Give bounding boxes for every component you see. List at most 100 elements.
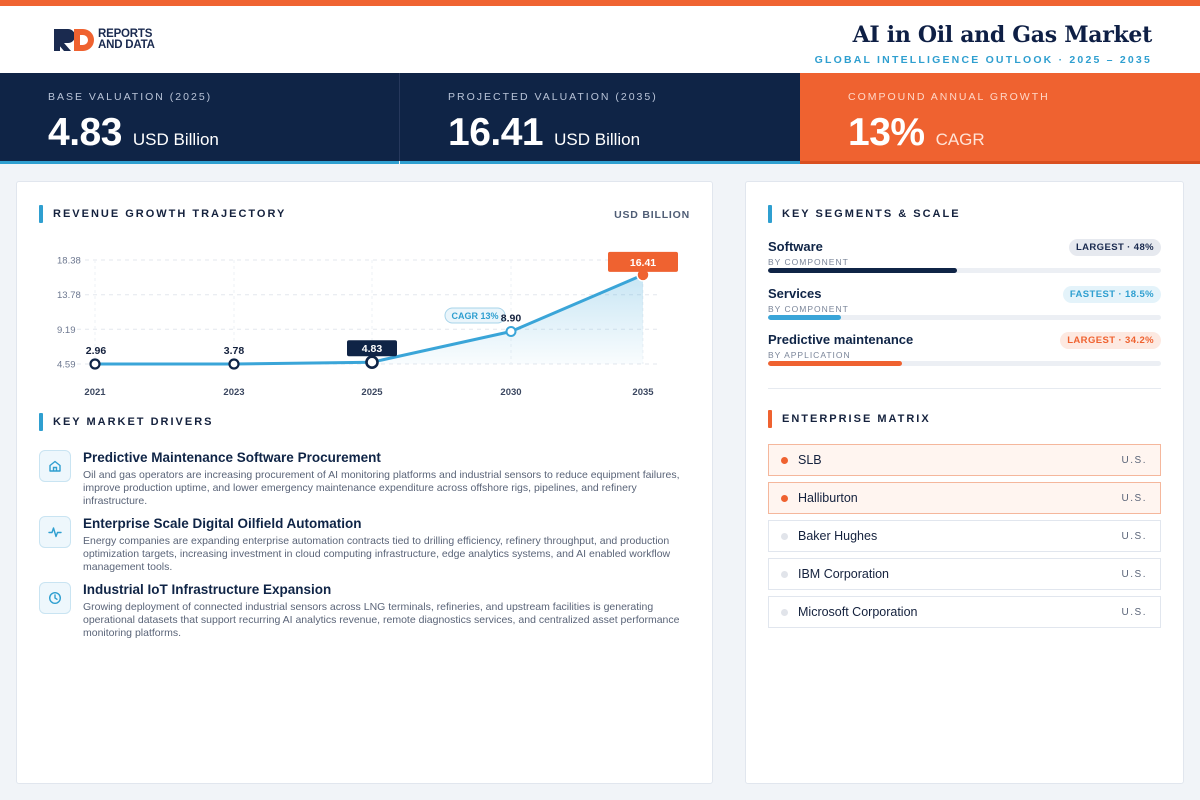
data-label-box — [347, 340, 397, 357]
pulse-icon — [39, 516, 71, 548]
revenue-section-header: REVENUE GROWTH TRAJECTORY — [39, 205, 286, 223]
section-accent — [768, 205, 772, 223]
segment-bar-track — [768, 361, 1161, 366]
status-dot — [781, 571, 788, 578]
segment-bar-fill — [768, 361, 903, 366]
enterprise-section-title: ENTERPRISE MATRIX — [782, 413, 931, 425]
kpi-projected-valuation: PROJECTED VALUATION (2035) 16.41 USD Bil… — [400, 73, 800, 164]
rd-logo-icon — [54, 28, 96, 52]
y-tick-label: 4.59 — [57, 360, 76, 371]
enterprise-country: U.S. — [1121, 607, 1147, 618]
right-panel: KEY SEGMENTS & SCALE Software BY COMPONE… — [745, 181, 1184, 784]
enterprise-row[interactable]: Halliburton U.S. — [768, 482, 1161, 514]
cagr-annotation-pill — [444, 307, 506, 324]
cagr-annotation-text: CAGR 13% — [451, 311, 498, 321]
enterprise-country: U.S. — [1121, 455, 1147, 466]
kpi-value: 13% — [848, 111, 925, 154]
brand-line-2: AND DATA — [98, 39, 155, 51]
data-point — [365, 355, 379, 369]
brand-logo: REPORTS AND DATA — [54, 28, 155, 52]
enterprise-row[interactable]: IBM Corporation U.S. — [768, 558, 1161, 590]
x-tick-label: 2035 — [632, 387, 654, 398]
kpi-label: PROJECTED VALUATION (2035) — [448, 91, 658, 103]
segment-badge: LARGEST · 34.2% — [1060, 332, 1161, 349]
driver-title: Predictive Maintenance Software Procurem… — [83, 450, 381, 465]
page-subtitle: GLOBAL INTELLIGENCE OUTLOOK · 2025 – 203… — [814, 54, 1152, 66]
segment-category: BY APPLICATION — [768, 350, 851, 360]
segment-badge: FASTEST · 18.5% — [1062, 286, 1161, 303]
segment-bar-fill — [768, 315, 841, 320]
enterprise-row[interactable]: Microsoft Corporation U.S. — [768, 596, 1161, 628]
kpi-strip: BASE VALUATION (2025) 4.83 USD Billion P… — [0, 73, 1200, 164]
left-panel: REVENUE GROWTH TRAJECTORY USD BILLION 4.… — [16, 181, 713, 784]
segment-category: BY COMPONENT — [768, 257, 849, 267]
data-label-box — [608, 251, 678, 272]
data-label: 8.90 — [501, 312, 522, 324]
section-accent — [39, 413, 43, 431]
data-point — [89, 358, 101, 370]
driver-description: Oil and gas operators are increasing pro… — [83, 469, 680, 507]
status-dot — [781, 609, 788, 616]
x-tick-label: 2030 — [500, 387, 521, 398]
enterprise-country: U.S. — [1121, 493, 1147, 504]
enterprise-row[interactable]: SLB U.S. — [768, 444, 1161, 476]
top-accent-bar — [0, 0, 1200, 6]
kpi-cagr: COMPOUND ANNUAL GROWTH 13% CAGR — [800, 73, 1200, 164]
page-title: AI in Oil and Gas Market — [852, 22, 1153, 48]
kpi-unit: USD Billion — [132, 130, 219, 149]
enterprise-name: IBM Corporation — [798, 567, 890, 581]
kpi-label: BASE VALUATION (2025) — [48, 91, 213, 103]
driver-title: Enterprise Scale Digital Oilfield Automa… — [83, 516, 362, 531]
header: REPORTS AND DATA AI in Oil and Gas Marke… — [0, 6, 1200, 73]
segment-name: Services — [768, 286, 822, 301]
data-label: 16.41 — [630, 257, 656, 269]
segments-section-title: KEY SEGMENTS & SCALE — [782, 208, 961, 220]
kpi-value: 4.83 — [48, 111, 122, 154]
data-label: 2.96 — [86, 345, 107, 357]
status-dot — [781, 495, 788, 502]
segments-section-header: KEY SEGMENTS & SCALE — [768, 205, 961, 223]
driver-title: Industrial IoT Infrastructure Expansion — [83, 582, 332, 597]
kpi-unit: USD Billion — [554, 130, 641, 149]
segment-name: Software — [768, 239, 823, 254]
clock-icon — [39, 582, 71, 614]
enterprise-name: Halliburton — [798, 491, 858, 505]
section-divider — [768, 388, 1161, 389]
series-area — [95, 274, 643, 364]
kpi-base-valuation: BASE VALUATION (2025) 4.83 USD Billion — [0, 73, 399, 164]
enterprise-section-header: ENTERPRISE MATRIX — [768, 410, 931, 428]
drivers-section-header: KEY MARKET DRIVERS — [39, 413, 213, 431]
enterprise-name: Microsoft Corporation — [798, 605, 918, 619]
section-accent — [768, 410, 772, 428]
driver-description: Growing deployment of connected industri… — [83, 601, 680, 639]
brand-line-1: REPORTS — [98, 28, 153, 40]
segment-bar-track — [768, 268, 1161, 273]
driver-description: Energy companies are expanding enterpris… — [83, 535, 671, 573]
kpi-unit: CAGR — [935, 130, 985, 149]
chart-unit-label: USD BILLION — [614, 209, 690, 221]
revenue-section-title: REVENUE GROWTH TRAJECTORY — [53, 208, 287, 220]
x-tick-label: 2025 — [361, 387, 383, 398]
enterprise-name: Baker Hughes — [798, 529, 878, 543]
enterprise-row[interactable]: Baker Hughes U.S. — [768, 520, 1161, 552]
status-dot — [781, 457, 788, 464]
data-point — [228, 358, 240, 370]
revenue-line-chart: 4.59 9.19 13.78 18.38 CAGR 13% 2.96 2021 3.78 20… — [57, 251, 678, 398]
segment-badge: LARGEST · 48% — [1068, 239, 1161, 256]
y-tick-label: 9.19 — [57, 325, 76, 336]
segment-category: BY COMPONENT — [768, 304, 849, 314]
kpi-label: COMPOUND ANNUAL GROWTH — [848, 91, 1050, 103]
x-tick-label: 2023 — [223, 387, 244, 398]
data-label: 4.83 — [362, 343, 383, 355]
section-accent — [39, 205, 43, 223]
segment-bar-track — [768, 315, 1161, 320]
drivers-section-title: KEY MARKET DRIVERS — [53, 416, 214, 428]
segment-name: Predictive maintenance — [768, 332, 914, 347]
x-tick-label: 2021 — [84, 387, 106, 398]
y-tick-label: 18.38 — [57, 256, 81, 267]
data-label: 3.78 — [224, 345, 245, 357]
kpi-divider — [399, 73, 400, 161]
data-point — [505, 325, 517, 337]
segment-bar-fill — [768, 268, 957, 273]
enterprise-name: SLB — [798, 453, 822, 467]
